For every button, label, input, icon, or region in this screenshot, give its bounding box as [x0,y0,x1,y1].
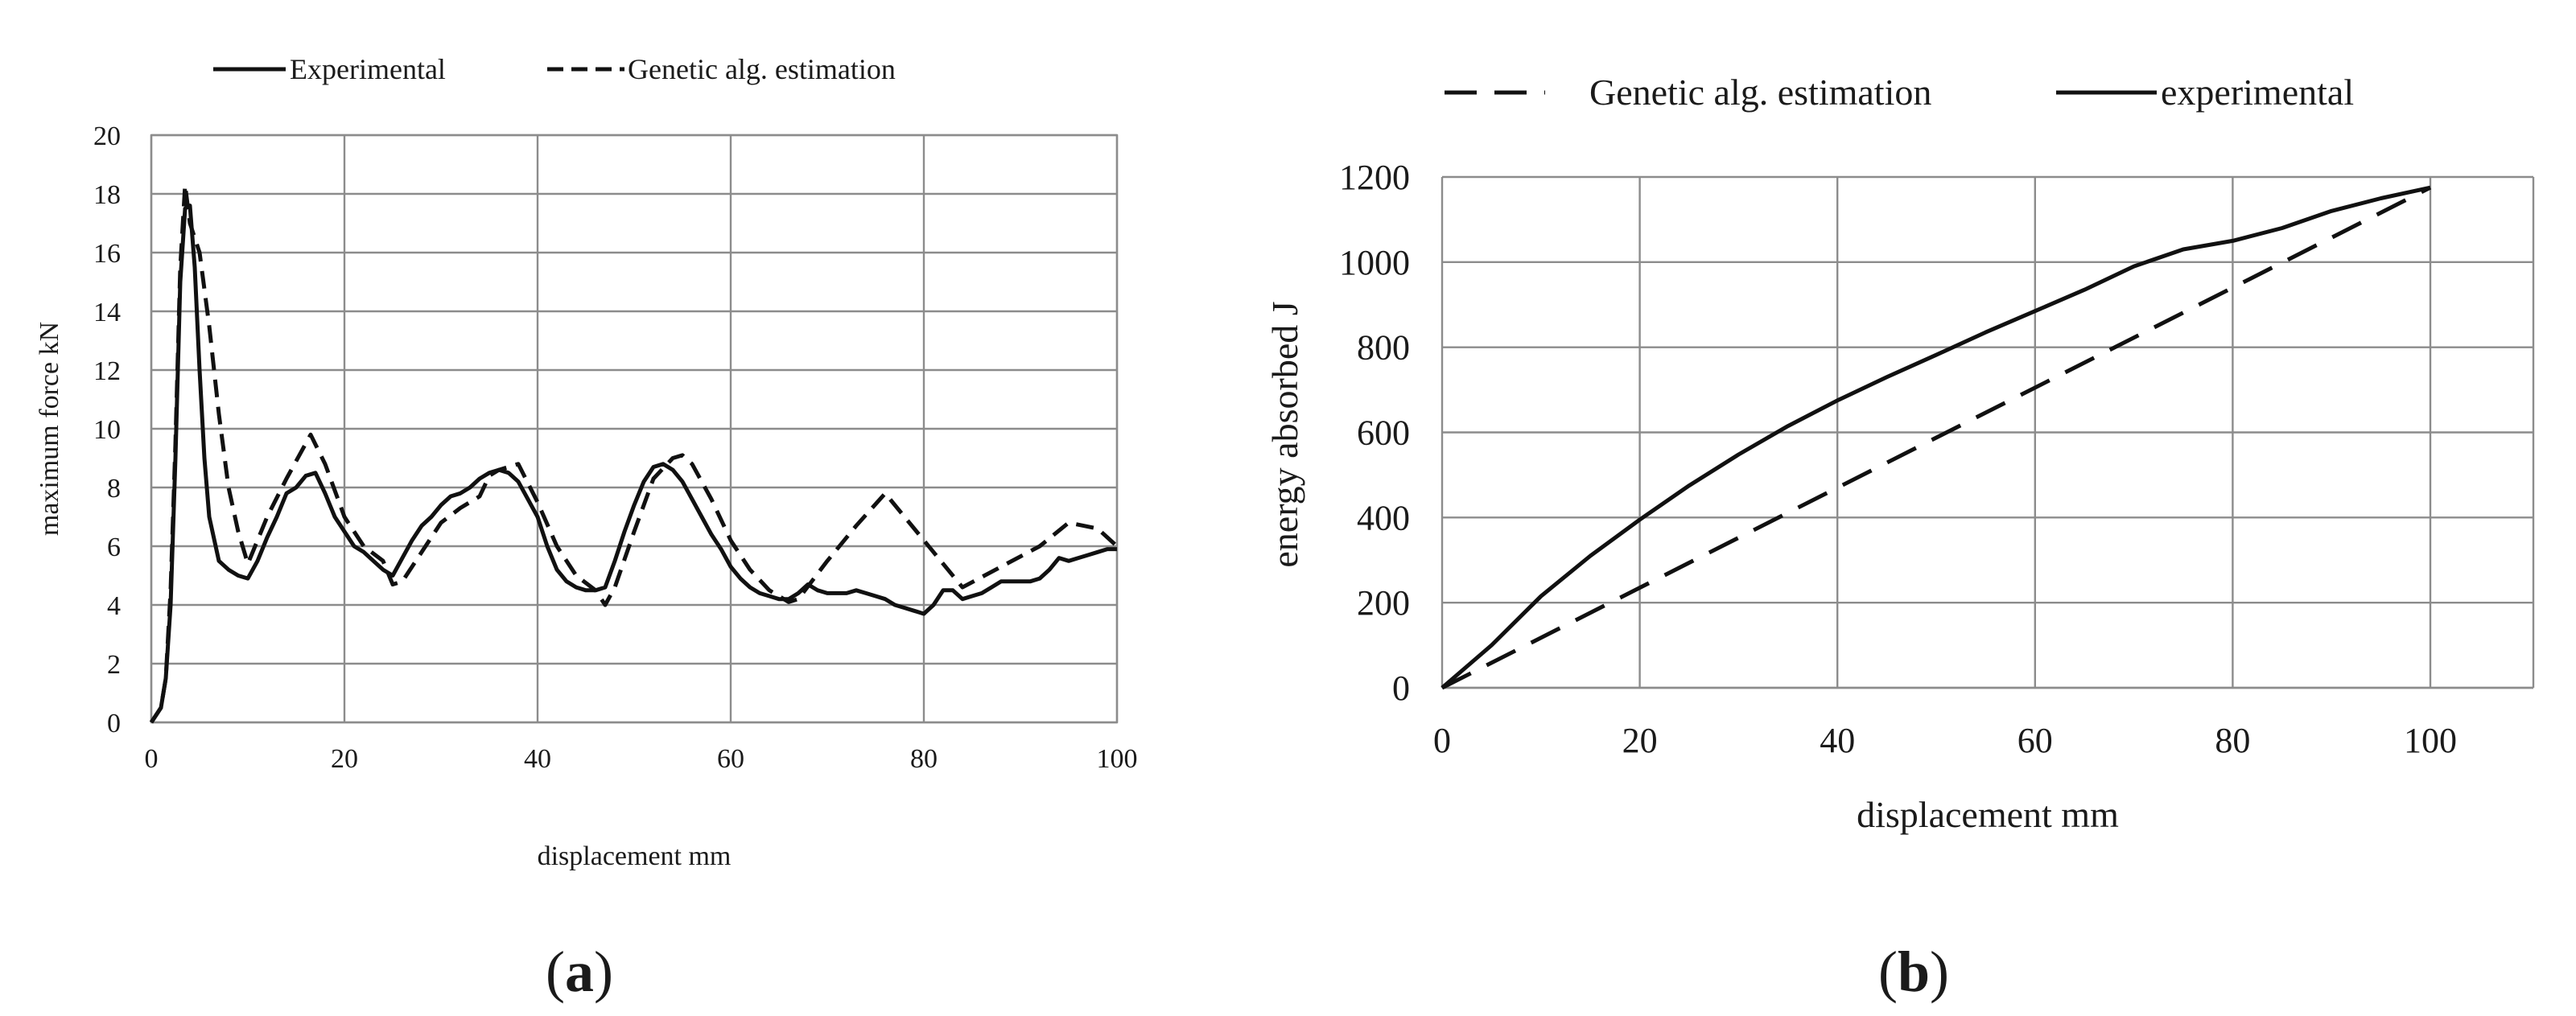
panel-b-y-tick-label: 0 [1392,668,1410,708]
panel-b-y-axis-label: energy absorbed J [1264,301,1305,567]
panel-a-y-tick-label: 10 [93,415,121,445]
panel-b-grid [1440,175,2535,689]
panel-b-x-tick-label: 100 [2404,721,2457,760]
panel-a-y-tick-label: 4 [107,591,121,621]
panel-b-legend: Genetic alg. estimation experimental [1445,72,2354,113]
panel-b-x-axis-label: displacement mm [1857,794,2119,835]
panel-b-y-tick-label: 1000 [1339,243,1410,282]
panel-b-y-ticks: 0 200 400 600 800 1000 1200 [1339,158,1410,708]
panel-a-legend: Experimental Genetic alg. estimation [213,53,896,85]
panel-a-x-tick-label: 20 [331,744,358,774]
panel-a-series-genetic-estimation [149,183,1119,724]
panel-b-x-tick-label: 40 [1820,721,1855,760]
panel-a-y-tick-label: 12 [93,356,121,386]
panel-b-x-tick-label: 0 [1433,721,1451,760]
panel-a-x-tick-label: 0 [145,744,159,774]
panel-a-y-tick-label: 0 [107,709,121,738]
panel-b-x-ticks: 0 20 40 60 80 100 [1433,721,2457,760]
panel-b-label: (b) [1878,940,1949,1004]
panel-a-x-tick-label: 80 [910,744,938,774]
panel-a-y-ticks: 0 2 4 6 8 10 12 14 16 18 20 [93,121,121,738]
panel-a-x-tick-label: 100 [1097,744,1138,774]
panel-a-x-axis-label: displacement mm [538,841,732,871]
panel-b-y-tick-label: 800 [1357,328,1410,368]
panel-a-y-tick-label: 2 [107,650,121,680]
panel-a-y-tick-label: 6 [107,533,121,562]
panel-b-legend-genetic-label: Genetic alg. estimation [1589,72,1931,113]
panel-a-legend-genetic-label: Genetic alg. estimation [628,53,896,85]
panel-b-x-tick-label: 20 [1622,721,1658,760]
panel-b-y-tick-label: 600 [1357,413,1410,453]
panel-a-label: (a) [546,940,613,1004]
panel-b-y-tick-label: 1200 [1339,158,1410,197]
panel-a-y-tick-label: 20 [93,121,121,151]
panel-b-x-tick-label: 60 [2018,721,2053,760]
panel-b-y-tick-label: 200 [1357,583,1410,623]
panel-b-series-experimental [1440,185,2431,689]
panel-b-x-tick-label: 80 [2215,721,2250,760]
panel-a-series-experimental [149,204,1117,724]
panel-b-legend-experimental-label: experimental [2161,72,2354,113]
panel-a-x-tick-label: 60 [717,744,744,774]
panel-a-y-axis-label: maximum force kN [35,322,64,536]
panel-a-y-tick-label: 18 [93,180,121,210]
panel-a-y-tick-label: 16 [93,239,121,269]
panel-a-force-chart: 0 2 4 6 8 10 12 14 16 18 20 0 20 40 60 80 100 displacem… [35,53,1138,1004]
panel-b-energy-chart: 0 200 400 600 800 1000 1200 0 20 40 60 80 100 displ… [1264,72,2535,1004]
panel-a-x-ticks: 0 20 40 60 80 100 [145,744,1138,774]
panel-a-grid [150,134,1119,724]
panel-b-series-genetic-estimation [1440,185,2432,690]
panel-a-x-tick-label: 40 [524,744,551,774]
panel-a-y-tick-label: 14 [93,298,121,327]
panel-a-y-tick-label: 8 [107,474,121,504]
panel-a-legend-experimental-label: Experimental [290,53,446,85]
panel-a-plot-frame [150,134,1119,724]
panel-b-y-tick-label: 400 [1357,498,1410,537]
